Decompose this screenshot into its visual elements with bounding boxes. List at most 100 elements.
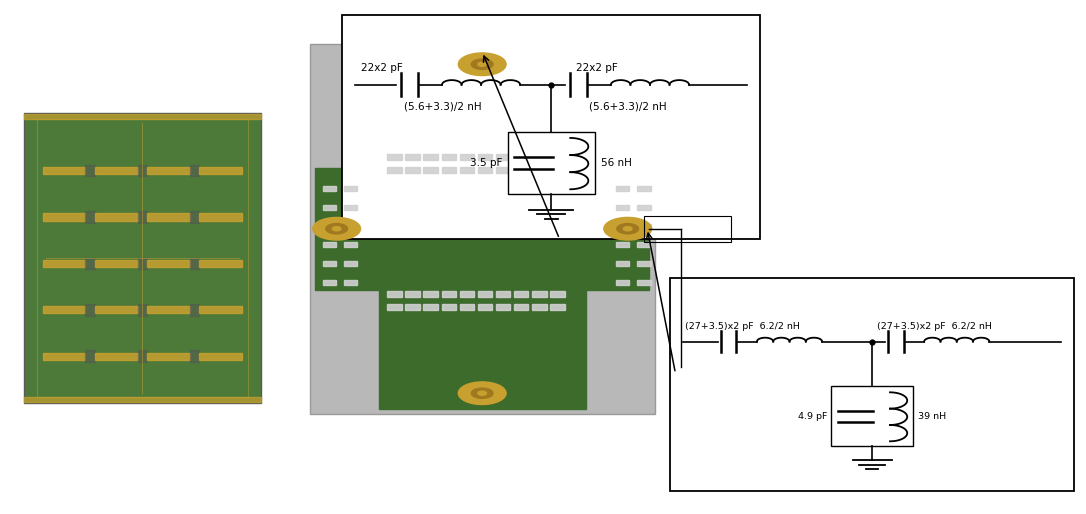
- Bar: [94, 167, 138, 174]
- Text: 3.5 pF: 3.5 pF: [470, 158, 502, 168]
- Text: 22x2 pF: 22x2 pF: [361, 63, 402, 74]
- Bar: [459, 154, 475, 160]
- Bar: [86, 351, 94, 362]
- Bar: [147, 306, 190, 314]
- Bar: [94, 260, 138, 267]
- Bar: [637, 280, 651, 285]
- Text: (27+3.5)x2 pF  6.2/2 nH: (27+3.5)x2 pF 6.2/2 nH: [685, 322, 800, 331]
- Bar: [637, 224, 651, 229]
- Bar: [315, 168, 649, 290]
- Bar: [478, 167, 492, 173]
- Circle shape: [458, 53, 506, 76]
- Text: 56 nH: 56 nH: [602, 158, 632, 168]
- Bar: [637, 242, 651, 247]
- Bar: [616, 224, 629, 229]
- Bar: [344, 261, 357, 266]
- Bar: [495, 167, 510, 173]
- Bar: [94, 353, 138, 360]
- Circle shape: [604, 217, 652, 240]
- Bar: [147, 167, 190, 174]
- Bar: [138, 304, 147, 316]
- Bar: [86, 164, 94, 176]
- Bar: [478, 291, 492, 297]
- Bar: [532, 167, 546, 173]
- Bar: [138, 258, 147, 269]
- Circle shape: [478, 62, 487, 66]
- FancyBboxPatch shape: [670, 278, 1074, 491]
- Text: (5.6+3.3)/2 nH: (5.6+3.3)/2 nH: [589, 101, 667, 111]
- Bar: [323, 242, 336, 247]
- Bar: [550, 167, 565, 173]
- Bar: [459, 304, 475, 310]
- Bar: [478, 154, 492, 160]
- FancyBboxPatch shape: [508, 132, 595, 194]
- Bar: [495, 291, 510, 297]
- Bar: [199, 260, 242, 267]
- Bar: [514, 291, 529, 297]
- Bar: [424, 291, 438, 297]
- Bar: [550, 291, 565, 297]
- Bar: [138, 351, 147, 362]
- Bar: [344, 280, 357, 285]
- Bar: [550, 304, 565, 310]
- Bar: [199, 353, 242, 360]
- Bar: [42, 213, 86, 221]
- Bar: [147, 260, 190, 267]
- Bar: [86, 304, 94, 316]
- Bar: [495, 304, 510, 310]
- Bar: [442, 291, 456, 297]
- Bar: [405, 291, 420, 297]
- FancyBboxPatch shape: [832, 387, 912, 446]
- Bar: [616, 280, 629, 285]
- Bar: [190, 258, 199, 269]
- Bar: [94, 306, 138, 314]
- Bar: [94, 213, 138, 221]
- Bar: [138, 164, 147, 176]
- Circle shape: [326, 224, 348, 234]
- Bar: [405, 154, 420, 160]
- Bar: [190, 164, 199, 176]
- FancyBboxPatch shape: [310, 44, 655, 414]
- Bar: [388, 167, 402, 173]
- Bar: [323, 224, 336, 229]
- Bar: [459, 167, 475, 173]
- Bar: [323, 205, 336, 210]
- Bar: [42, 353, 86, 360]
- Bar: [532, 304, 546, 310]
- Bar: [424, 154, 438, 160]
- Bar: [424, 167, 438, 173]
- Bar: [616, 261, 629, 266]
- Bar: [532, 154, 546, 160]
- Circle shape: [623, 227, 632, 231]
- Bar: [86, 211, 94, 223]
- Circle shape: [471, 59, 493, 69]
- Bar: [42, 306, 86, 314]
- Bar: [323, 261, 336, 266]
- Text: (5.6+3.3)/2 nH: (5.6+3.3)/2 nH: [404, 101, 481, 111]
- Bar: [388, 291, 402, 297]
- Text: 39 nH: 39 nH: [919, 412, 946, 421]
- Circle shape: [332, 227, 341, 231]
- Text: (27+3.5)x2 pF  6.2/2 nH: (27+3.5)x2 pF 6.2/2 nH: [877, 322, 993, 331]
- Bar: [495, 154, 510, 160]
- Bar: [344, 205, 357, 210]
- Bar: [637, 205, 651, 210]
- Bar: [388, 154, 402, 160]
- Circle shape: [458, 382, 506, 405]
- Bar: [190, 304, 199, 316]
- Circle shape: [471, 388, 493, 398]
- FancyBboxPatch shape: [342, 15, 760, 239]
- Bar: [550, 154, 565, 160]
- Bar: [86, 258, 94, 269]
- Bar: [637, 186, 651, 191]
- Bar: [514, 167, 529, 173]
- Bar: [24, 114, 261, 119]
- Bar: [344, 224, 357, 229]
- Bar: [637, 261, 651, 266]
- Bar: [442, 154, 456, 160]
- Bar: [344, 242, 357, 247]
- Bar: [424, 304, 438, 310]
- Bar: [478, 304, 492, 310]
- Bar: [459, 291, 475, 297]
- Bar: [323, 186, 336, 191]
